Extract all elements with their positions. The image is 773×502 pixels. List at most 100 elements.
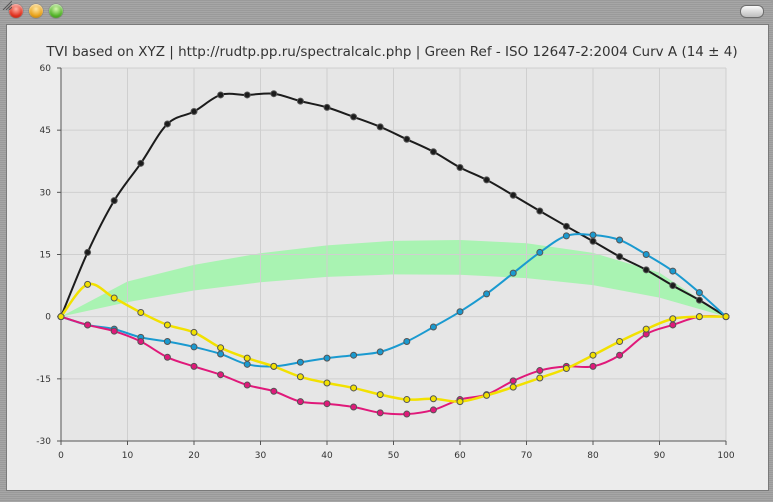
data-point bbox=[669, 315, 677, 323]
data-point bbox=[243, 381, 251, 389]
data-point bbox=[217, 350, 225, 358]
data-point bbox=[403, 396, 411, 404]
y-tick-label: -30 bbox=[36, 437, 51, 447]
data-point bbox=[190, 343, 198, 351]
tvi-chart: TVI based on XYZ | http://rudtp.pp.ru/sp… bbox=[36, 44, 737, 461]
data-point bbox=[722, 313, 730, 321]
data-point bbox=[84, 248, 92, 256]
x-tick-label: 40 bbox=[321, 451, 333, 461]
data-point bbox=[589, 351, 597, 359]
data-point bbox=[110, 327, 118, 335]
x-tick-label: 90 bbox=[654, 451, 666, 461]
data-point bbox=[163, 120, 171, 128]
data-point bbox=[190, 328, 198, 336]
data-point bbox=[483, 290, 491, 298]
data-point bbox=[217, 344, 225, 352]
y-tick-label: 60 bbox=[40, 64, 52, 74]
data-point bbox=[84, 321, 92, 329]
data-point bbox=[137, 309, 145, 317]
data-point bbox=[669, 267, 677, 275]
x-tick-label: 20 bbox=[188, 451, 200, 461]
data-point bbox=[296, 358, 304, 366]
data-point bbox=[616, 253, 624, 261]
data-point bbox=[429, 148, 437, 156]
series-3 bbox=[57, 280, 730, 406]
y-tick-label: 15 bbox=[40, 251, 51, 261]
data-point bbox=[642, 251, 650, 258]
data-point bbox=[57, 313, 65, 321]
data-point bbox=[190, 362, 198, 370]
data-point bbox=[669, 282, 677, 290]
data-point bbox=[296, 398, 304, 406]
data-point bbox=[190, 108, 198, 116]
data-point bbox=[243, 354, 251, 362]
resize-grip-icon[interactable] bbox=[0, 0, 12, 10]
toolbar-toggle-button[interactable] bbox=[740, 5, 764, 18]
data-point bbox=[589, 231, 597, 239]
close-button[interactable] bbox=[9, 4, 23, 18]
series-group bbox=[57, 90, 730, 418]
data-point bbox=[376, 391, 384, 399]
zoom-button[interactable] bbox=[49, 4, 63, 18]
axes: 0 10 20 30 40 50 60 70 80 90 100 -30 -15 0 15 30 45 60 bbox=[36, 64, 735, 461]
data-point bbox=[509, 377, 517, 385]
data-point bbox=[296, 373, 304, 381]
data-point bbox=[562, 232, 570, 240]
data-point bbox=[483, 391, 491, 399]
data-point bbox=[562, 222, 570, 230]
data-point bbox=[270, 362, 278, 370]
data-point bbox=[616, 351, 624, 359]
data-point bbox=[642, 266, 650, 274]
y-tick-label: -15 bbox=[36, 375, 51, 385]
data-point bbox=[669, 321, 677, 329]
data-point bbox=[350, 403, 358, 411]
reference-band-area bbox=[61, 239, 726, 317]
y-tick-label: 30 bbox=[40, 188, 52, 198]
x-tick-label: 100 bbox=[717, 451, 734, 461]
data-point bbox=[323, 354, 331, 362]
data-point bbox=[137, 159, 145, 167]
y-tick-label: 45 bbox=[40, 126, 51, 136]
data-point bbox=[403, 135, 411, 143]
data-point bbox=[163, 321, 171, 329]
data-point bbox=[84, 280, 92, 288]
data-point bbox=[562, 364, 570, 372]
data-point bbox=[243, 360, 251, 368]
chart-area: TVI based on XYZ | http://rudtp.pp.ru/sp… bbox=[6, 24, 769, 491]
data-point bbox=[243, 91, 251, 99]
data-point bbox=[536, 374, 544, 382]
x-tick-label: 10 bbox=[122, 451, 134, 461]
data-point bbox=[376, 409, 384, 417]
reference-band bbox=[61, 239, 726, 317]
data-point bbox=[163, 338, 171, 346]
data-point bbox=[110, 294, 118, 302]
y-tick-label: 0 bbox=[45, 313, 51, 323]
data-point bbox=[456, 398, 464, 406]
x-tick-label: 70 bbox=[521, 451, 533, 461]
data-point bbox=[137, 338, 145, 346]
series-1 bbox=[57, 231, 730, 370]
data-point bbox=[323, 400, 331, 408]
data-point bbox=[509, 383, 517, 391]
data-point bbox=[429, 395, 437, 403]
data-point bbox=[217, 371, 225, 379]
data-point bbox=[110, 197, 118, 205]
x-tick-label: 80 bbox=[587, 451, 599, 461]
data-point bbox=[616, 338, 624, 346]
data-point bbox=[270, 387, 278, 395]
data-point bbox=[429, 323, 437, 331]
data-point bbox=[509, 269, 517, 277]
data-point bbox=[403, 338, 411, 346]
title-bar[interactable] bbox=[0, 0, 773, 24]
x-tick-label: 30 bbox=[255, 451, 267, 461]
data-point bbox=[350, 384, 358, 392]
minimize-button[interactable] bbox=[29, 4, 43, 18]
data-point bbox=[695, 289, 703, 297]
data-point bbox=[296, 97, 304, 105]
data-point bbox=[376, 123, 384, 131]
data-point bbox=[403, 410, 411, 418]
data-point bbox=[163, 353, 171, 361]
x-tick-label: 50 bbox=[388, 451, 400, 461]
data-point bbox=[616, 236, 624, 244]
